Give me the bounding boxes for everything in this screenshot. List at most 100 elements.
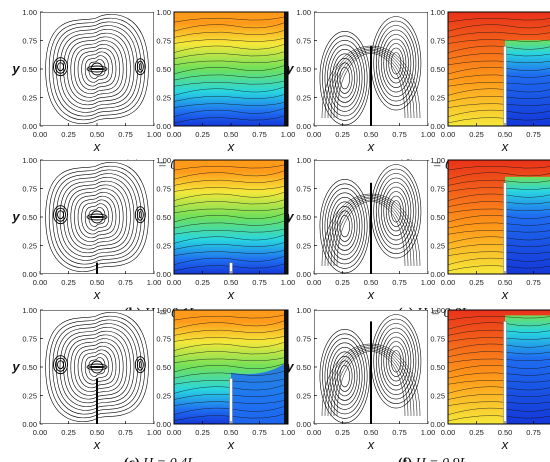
x-tick-label: 0.75 xyxy=(392,130,407,139)
panel-letter: (c) xyxy=(124,456,140,462)
x-axis-label: x xyxy=(227,287,235,302)
y-tick-label: 0.25 xyxy=(156,242,171,251)
y-tick-label: 0.25 xyxy=(22,94,37,103)
streamlines xyxy=(314,12,428,126)
x-tick-label: 0.25 xyxy=(61,130,76,139)
x-tick-label: 1.00 xyxy=(147,428,162,437)
y-axis-label: y xyxy=(285,209,294,224)
y-tick-label: 1.00 xyxy=(430,156,445,165)
x-tick-label: 0.50 xyxy=(364,130,379,139)
y-tick-label: 0.75 xyxy=(296,37,311,46)
x-tick-label: 0.50 xyxy=(90,278,105,287)
x-tick-label: 1.00 xyxy=(421,278,436,287)
y-tick-label: 0.00 xyxy=(296,122,311,131)
y-tick-label: 0.50 xyxy=(22,363,37,372)
x-tick-label: 0.00 xyxy=(307,428,322,437)
x-tick-label: 0.25 xyxy=(195,130,210,139)
temperature-contour xyxy=(173,159,289,275)
x-tick-label: 0.75 xyxy=(526,278,541,287)
y-tick-label: 0.25 xyxy=(430,392,445,401)
y-tick-label: 0.75 xyxy=(430,335,445,344)
x-tick-label: 0.00 xyxy=(33,278,48,287)
y-tick-label: 0.50 xyxy=(156,363,171,372)
x-axis-label: x xyxy=(367,287,375,302)
y-tick-label: 0.25 xyxy=(430,94,445,103)
panel-caption: (f) H = 0.9L xyxy=(398,456,467,462)
x-tick-label: 0.25 xyxy=(469,278,484,287)
y-tick-label: 0.25 xyxy=(296,242,311,251)
y-tick-label: 0.00 xyxy=(430,420,445,429)
y-tick-label: 0.75 xyxy=(296,335,311,344)
y-tick-label: 0.75 xyxy=(22,185,37,194)
x-tick-label: 0.75 xyxy=(392,428,407,437)
streamlines xyxy=(314,160,428,274)
x-tick-label: 0.50 xyxy=(364,428,379,437)
y-tick-label: 0.50 xyxy=(430,213,445,222)
y-tick-label: 0.75 xyxy=(430,37,445,46)
x-tick-label: 1.00 xyxy=(281,428,296,437)
y-tick-label: 0.00 xyxy=(296,270,311,279)
x-tick-label: 0.75 xyxy=(252,278,267,287)
y-tick-label: 1.00 xyxy=(430,306,445,315)
x-axis-label: x xyxy=(227,139,235,154)
x-tick-label: 0.50 xyxy=(224,130,239,139)
panel-letter: (f) xyxy=(398,456,412,462)
x-tick-label: 0.00 xyxy=(441,278,456,287)
y-axis-label: y xyxy=(285,61,294,76)
x-tick-label: 0.50 xyxy=(224,278,239,287)
temperature-contour xyxy=(447,159,550,275)
y-tick-label: 1.00 xyxy=(296,156,311,165)
y-tick-label: 0.00 xyxy=(296,420,311,429)
y-tick-label: 1.00 xyxy=(296,306,311,315)
x-tick-label: 0.50 xyxy=(364,278,379,287)
x-tick-label: 1.00 xyxy=(421,130,436,139)
y-tick-label: 0.50 xyxy=(296,213,311,222)
x-axis-label: x xyxy=(93,437,101,452)
x-tick-label: 0.25 xyxy=(61,278,76,287)
x-axis-label: x xyxy=(501,287,509,302)
x-tick-label: 0.75 xyxy=(118,130,133,139)
y-tick-label: 0.50 xyxy=(430,363,445,372)
y-tick-label: 0.75 xyxy=(22,37,37,46)
x-tick-label: 0.25 xyxy=(195,278,210,287)
x-tick-label: 0.00 xyxy=(307,278,322,287)
y-tick-label: 0.50 xyxy=(156,213,171,222)
x-tick-label: 0.50 xyxy=(498,278,513,287)
x-axis-label: x xyxy=(93,139,101,154)
x-tick-label: 0.75 xyxy=(252,428,267,437)
x-tick-label: 0.00 xyxy=(167,428,182,437)
y-axis-label: y xyxy=(285,359,294,374)
x-tick-label: 0.00 xyxy=(167,278,182,287)
y-axis-label: y xyxy=(11,209,20,224)
y-tick-label: 0.25 xyxy=(296,94,311,103)
y-tick-label: 1.00 xyxy=(156,306,171,315)
x-tick-label: 0.00 xyxy=(441,130,456,139)
y-tick-label: 0.00 xyxy=(430,270,445,279)
x-tick-label: 0.25 xyxy=(61,428,76,437)
y-tick-label: 0.00 xyxy=(156,420,171,429)
y-tick-label: 0.75 xyxy=(156,335,171,344)
y-axis-label: y xyxy=(11,359,20,374)
y-tick-label: 1.00 xyxy=(430,8,445,17)
x-tick-label: 0.50 xyxy=(498,428,513,437)
y-tick-label: 0.50 xyxy=(296,65,311,74)
streamlines xyxy=(314,310,428,424)
y-tick-label: 0.50 xyxy=(156,65,171,74)
x-tick-label: 1.00 xyxy=(147,130,162,139)
x-tick-label: 0.50 xyxy=(498,130,513,139)
x-tick-label: 0.25 xyxy=(335,130,350,139)
streamlines xyxy=(40,310,154,424)
x-tick-label: 0.25 xyxy=(335,428,350,437)
y-tick-label: 1.00 xyxy=(156,8,171,17)
y-axis-label: y xyxy=(11,61,20,76)
y-tick-label: 0.75 xyxy=(22,335,37,344)
y-tick-label: 0.25 xyxy=(22,392,37,401)
y-tick-label: 1.00 xyxy=(22,156,37,165)
y-tick-label: 0.25 xyxy=(296,392,311,401)
x-axis-label: x xyxy=(367,437,375,452)
y-tick-label: 0.25 xyxy=(22,242,37,251)
x-axis-label: x xyxy=(367,139,375,154)
x-tick-label: 0.75 xyxy=(526,428,541,437)
x-tick-label: 0.00 xyxy=(167,130,182,139)
x-tick-label: 0.25 xyxy=(469,130,484,139)
